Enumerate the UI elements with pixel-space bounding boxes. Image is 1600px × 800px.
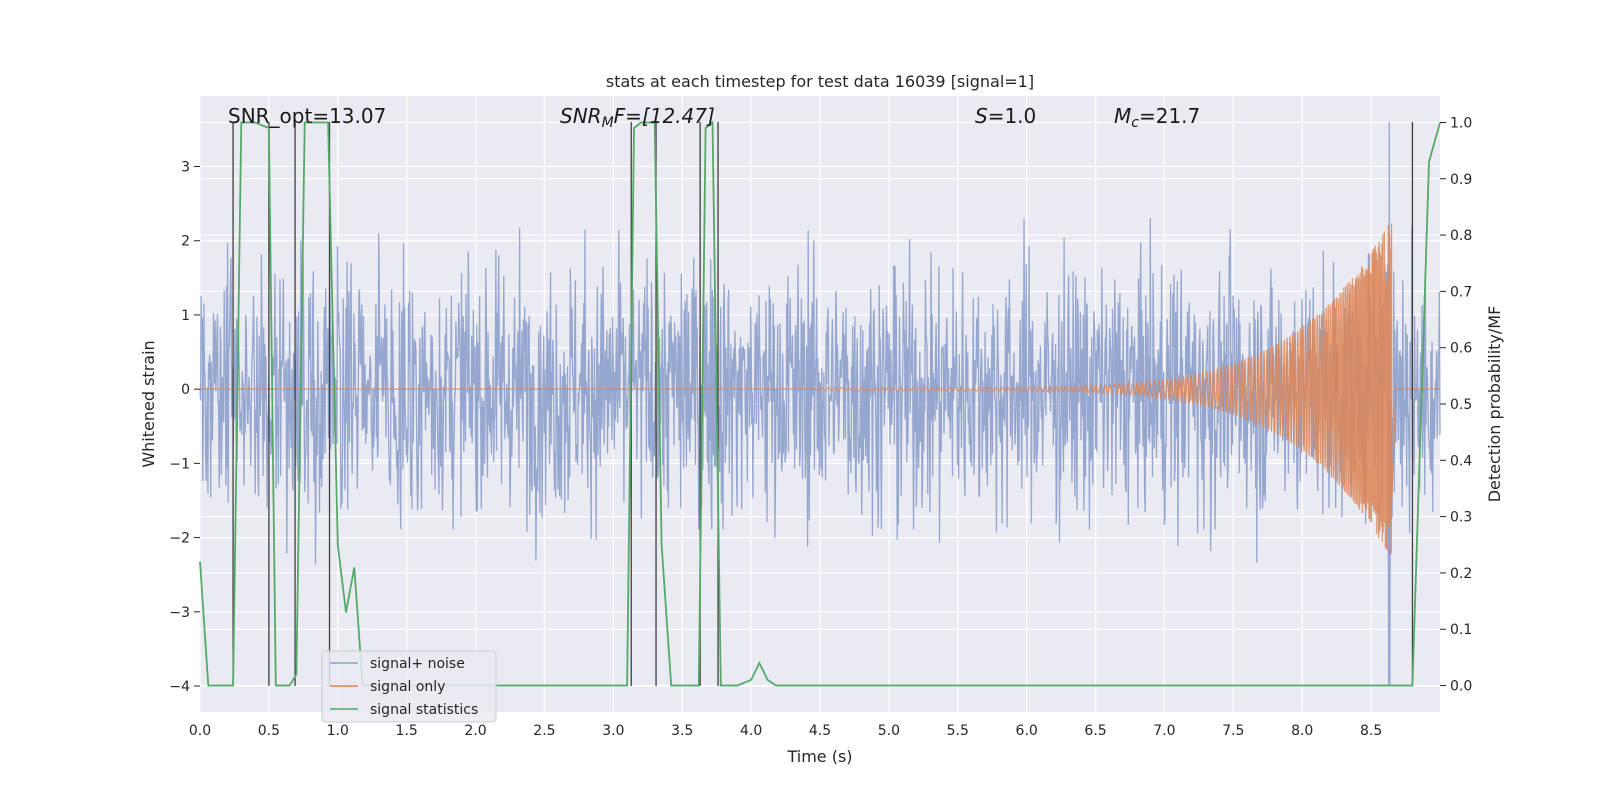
y2-tick-label: 1.0 xyxy=(1450,115,1472,131)
y-tick-label: 2 xyxy=(181,234,190,250)
mc-value: =21.7 xyxy=(1139,104,1200,128)
y-tick-label: −4 xyxy=(169,679,190,695)
annotation-mc: Mc=21.7 xyxy=(1114,104,1200,131)
y2-tick-label: 0.0 xyxy=(1450,679,1472,695)
x-tick-label: 4.0 xyxy=(740,723,762,739)
snr-mf-rest: F=[12.47] xyxy=(614,104,715,128)
x-tick-label: 2.5 xyxy=(533,723,555,739)
legend-label-signal-only: signal only xyxy=(370,679,445,695)
signal-noise-line xyxy=(199,121,1441,687)
signal-statistics-line xyxy=(199,120,1441,687)
legend-label-signal-noise: signal+ noise xyxy=(370,656,465,672)
x-tick-label: 7.5 xyxy=(1222,723,1244,739)
x-tick-label: 8.5 xyxy=(1360,723,1382,739)
x-tick-label: 5.5 xyxy=(947,723,969,739)
legend-label-signal-statistics: signal statistics xyxy=(370,702,478,718)
s-symbol: S xyxy=(975,104,988,128)
legend-box xyxy=(321,650,497,723)
s-value: =1.0 xyxy=(988,104,1037,128)
annotation-snr-opt: SNR_opt=13.07 xyxy=(228,104,386,128)
y2-tick-label: 0.4 xyxy=(1450,453,1472,469)
x-tick-label: 2.0 xyxy=(464,723,486,739)
y-tick-label: 0 xyxy=(181,382,190,398)
axis-ticks: 0.0 0.5 1.0 1.5 2.0 2.5 3.0 3.5 4.0 4.5 5.0 5.5 6.0 6… xyxy=(169,115,1472,739)
y2-tick-label: 0.7 xyxy=(1450,284,1472,300)
chart-title: stats at each timestep for test data 160… xyxy=(606,72,1034,91)
y2-tick-label: 0.2 xyxy=(1450,566,1472,582)
y2-tick-label: 0.8 xyxy=(1450,228,1472,244)
y-tick-label: −1 xyxy=(169,456,190,472)
annotation-snr-mf: SNRMF=[12.47] xyxy=(560,104,715,131)
x-tick-label: 4.5 xyxy=(809,723,831,739)
x-tick-label: 1.0 xyxy=(327,723,349,739)
x-tick-label: 3.5 xyxy=(671,723,693,739)
x-tick-label: 7.0 xyxy=(1153,723,1175,739)
y2-tick-label: 0.1 xyxy=(1450,622,1472,638)
y-tick-label: 3 xyxy=(181,160,190,176)
x-tick-label: 3.0 xyxy=(602,723,624,739)
x-tick-label: 0.0 xyxy=(189,723,211,739)
mc-subscript: c xyxy=(1131,115,1139,131)
x-tick-label: 6.0 xyxy=(1016,723,1038,739)
y2-tick-label: 0.6 xyxy=(1450,341,1472,357)
series-signal-only xyxy=(200,223,1440,556)
y-tick-label: −3 xyxy=(169,605,190,621)
y-axis-label: Whitened strain xyxy=(139,340,158,467)
x-tick-label: 1.5 xyxy=(396,723,418,739)
x-axis-label: Time (s) xyxy=(786,747,852,766)
annotation-s: S=1.0 xyxy=(975,104,1036,128)
snr-mf-symbol: SNR xyxy=(560,104,602,128)
snr-mf-subscript: M xyxy=(602,115,614,131)
x-tick-label: 5.0 xyxy=(878,723,900,739)
x-tick-label: 8.0 xyxy=(1291,723,1313,739)
mc-symbol: M xyxy=(1114,104,1131,128)
series-signal-noise xyxy=(199,121,1441,687)
y2-axis-label: Detection probability/MF xyxy=(1485,306,1504,503)
x-tick-label: 0.5 xyxy=(258,723,280,739)
y2-tick-label: 0.5 xyxy=(1450,397,1472,413)
y2-tick-label: 0.3 xyxy=(1450,510,1472,526)
legend: signal+ noise signal only signal statist… xyxy=(321,650,497,723)
y-tick-label: −2 xyxy=(169,531,190,547)
signal-only-line xyxy=(200,223,1440,556)
series-signal-statistics xyxy=(199,120,1441,687)
x-tick-label: 6.5 xyxy=(1084,723,1106,739)
y-tick-label: 1 xyxy=(181,308,190,324)
y2-tick-label: 0.9 xyxy=(1450,172,1472,188)
